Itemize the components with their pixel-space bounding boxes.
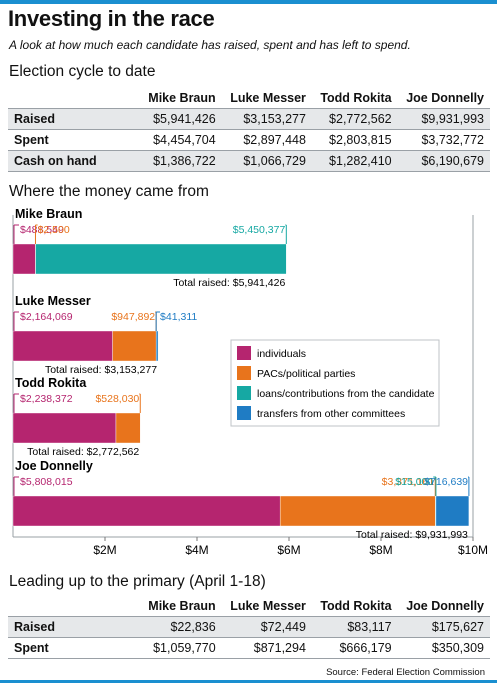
cycle-row-cash: Cash on hand $1,386,722 $1,066,729 $1,28… bbox=[8, 150, 490, 172]
primary-table: Mike Braun Luke Messer Todd Rokita Joe D… bbox=[8, 596, 490, 659]
candidate-name: Joe Donnelly bbox=[15, 459, 93, 473]
bar-segment bbox=[35, 243, 287, 275]
cell: $6,190,679 bbox=[397, 150, 490, 172]
x-tick-label: $10M bbox=[458, 543, 488, 557]
segment-value-label: $5,450,377 bbox=[233, 224, 286, 236]
bar-segment bbox=[112, 330, 157, 362]
bottom-accent-bar bbox=[0, 680, 497, 683]
cell: $666,179 bbox=[311, 637, 398, 659]
bar-segment bbox=[12, 412, 117, 444]
cycle-row-spent: Spent $4,454,704 $2,897,448 $2,803,815 $… bbox=[8, 129, 490, 151]
candidate-name: Luke Messer bbox=[15, 294, 91, 308]
funding-chart: $2M $4M $6M $8M $10M Mike Braun $488,549$2,500… bbox=[12, 207, 488, 557]
segment-value-label: $2,238,372 bbox=[20, 393, 73, 405]
segment-value-label: $15,000 bbox=[395, 476, 433, 488]
legend-box bbox=[230, 339, 440, 427]
cell: $22,836 bbox=[140, 616, 222, 638]
legend-swatch bbox=[237, 406, 251, 420]
legend-label: individuals bbox=[257, 348, 306, 360]
chart-title: Where the money came from bbox=[9, 183, 209, 200]
total-raised-label: Total raised: $9,931,993 bbox=[356, 529, 468, 541]
cycle-table: Mike Braun Luke Messer Todd Rokita Joe D… bbox=[8, 88, 490, 172]
cell: $9,931,993 bbox=[397, 108, 490, 130]
bar-segment bbox=[435, 495, 470, 527]
total-raised-label: Total raised: $2,772,562 bbox=[27, 446, 139, 458]
cell: $1,066,729 bbox=[221, 150, 312, 172]
row-label: Cash on hand bbox=[8, 150, 140, 172]
cell: $1,059,770 bbox=[140, 637, 222, 659]
cell: $1,386,722 bbox=[140, 150, 222, 172]
primary-row-spent: Spent $1,059,770 $871,294 $666,179 $350,… bbox=[8, 637, 490, 659]
bar-segment bbox=[115, 412, 141, 444]
segment-value-label: $2,164,069 bbox=[20, 311, 73, 323]
primary-row-raised: Raised $22,836 $72,449 $83,117 $175,627 bbox=[8, 616, 490, 638]
cycle-corner bbox=[8, 88, 140, 109]
bar-segment bbox=[155, 330, 159, 362]
x-tick-label: $4M bbox=[185, 543, 208, 557]
total-raised-label: Total raised: $5,941,426 bbox=[173, 277, 285, 289]
bar-segment bbox=[12, 243, 36, 275]
candidate-name: Mike Braun bbox=[15, 207, 82, 221]
row-label: Raised bbox=[8, 108, 140, 130]
cycle-row-raised: Raised $5,941,426 $3,153,277 $2,772,562 … bbox=[8, 108, 490, 130]
cell: $72,449 bbox=[221, 616, 312, 638]
segment-value-label: $716,639 bbox=[424, 476, 468, 488]
primary-corner bbox=[8, 596, 140, 617]
legend-swatch bbox=[237, 366, 251, 380]
segment-value-label: $947,892 bbox=[111, 311, 155, 323]
cell: $4,454,704 bbox=[140, 129, 222, 151]
primary-heading: Leading up to the primary (April 1-18) bbox=[9, 573, 266, 590]
segment-value-label: $41,311 bbox=[160, 311, 197, 323]
page-title: Investing in the race bbox=[8, 6, 215, 31]
total-raised-label: Total raised: $3,153,277 bbox=[45, 364, 157, 376]
legend-swatch bbox=[237, 386, 251, 400]
cell: $5,941,426 bbox=[140, 108, 222, 130]
cell: $2,772,562 bbox=[311, 108, 398, 130]
cell: $83,117 bbox=[311, 616, 398, 638]
legend-label: PACs/political parties bbox=[257, 368, 355, 380]
bar-segment bbox=[12, 495, 281, 527]
row-label: Spent bbox=[8, 129, 140, 151]
cell: $175,627 bbox=[397, 616, 490, 638]
segment-value-label: $2,500 bbox=[38, 224, 70, 236]
x-tick-label: $2M bbox=[93, 543, 116, 557]
segment-value-label: $3,371,161 bbox=[382, 476, 435, 488]
segment-value-label: $5,808,015 bbox=[20, 476, 73, 488]
cell: $1,282,410 bbox=[311, 150, 398, 172]
cell: $350,309 bbox=[397, 637, 490, 659]
cell: $3,732,772 bbox=[397, 129, 490, 151]
row-label: Raised bbox=[8, 616, 140, 638]
legend-swatch bbox=[237, 346, 251, 360]
legend-label: loans/contributions from the candidate bbox=[257, 388, 435, 400]
cycle-col-donnelly: Joe Donnelly bbox=[406, 91, 484, 105]
segment-value-label: $528,030 bbox=[95, 393, 139, 405]
cycle-heading: Election cycle to date bbox=[9, 63, 156, 80]
page-subtitle: A look at how much each candidate has ra… bbox=[9, 38, 411, 52]
bar-segment bbox=[12, 330, 113, 362]
x-tick-label: $6M bbox=[277, 543, 300, 557]
primary-col-messer: Luke Messer bbox=[230, 599, 306, 613]
cell: $2,803,815 bbox=[311, 129, 398, 151]
candidate-name: Todd Rokita bbox=[15, 376, 87, 390]
top-accent-bar bbox=[0, 0, 497, 4]
primary-col-donnelly: Joe Donnelly bbox=[406, 599, 484, 613]
legend-label: transfers from other committees bbox=[257, 408, 405, 420]
primary-col-braun: Mike Braun bbox=[148, 599, 216, 613]
bar-segment bbox=[279, 495, 436, 527]
cycle-col-rokita: Todd Rokita bbox=[320, 91, 392, 105]
x-tick-label: $8M bbox=[369, 543, 392, 557]
primary-col-rokita: Todd Rokita bbox=[320, 599, 392, 613]
cycle-col-braun: Mike Braun bbox=[148, 91, 216, 105]
segment-value-label: $488,549 bbox=[20, 224, 64, 236]
cell: $871,294 bbox=[221, 637, 312, 659]
cycle-col-messer: Luke Messer bbox=[230, 91, 306, 105]
source-note: Source: Federal Election Commission bbox=[326, 667, 485, 678]
cell: $2,897,448 bbox=[221, 129, 312, 151]
row-label: Spent bbox=[8, 637, 140, 659]
cell: $3,153,277 bbox=[221, 108, 312, 130]
